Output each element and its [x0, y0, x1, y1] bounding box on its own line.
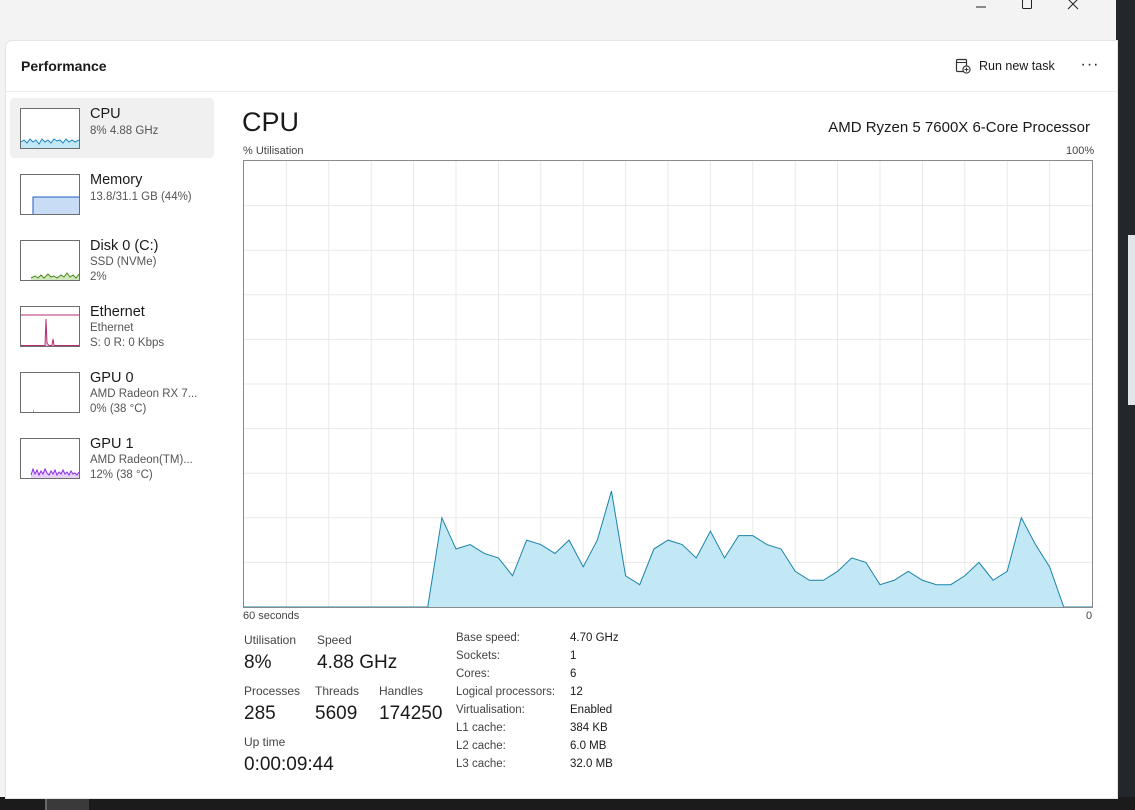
desktop-background: [1116, 0, 1135, 810]
spec-row: Sockets: 1: [456, 650, 619, 668]
sidebar-item-detail-2: 2%: [90, 271, 107, 283]
sidebar-item-detail-2: 12% (38 °C): [90, 469, 153, 481]
spec-value: 12: [570, 686, 583, 698]
spec-key: Base speed:: [456, 632, 520, 644]
y-axis-max-label: 100%: [1066, 145, 1095, 157]
spec-row: L3 cache: 32.0 MB: [456, 758, 619, 776]
cpu-title: CPU: [242, 107, 300, 137]
stat-label: Utilisation: [244, 633, 297, 647]
sidebar-item-detail: Ethernet: [90, 322, 134, 334]
spec-row: L2 cache: 6.0 MB: [456, 740, 619, 758]
run-task-icon: [955, 58, 971, 74]
window-controls: [958, 0, 1096, 14]
run-new-task-button[interactable]: Run new task: [955, 55, 1055, 77]
performance-panel: Performance Run new task ···: [5, 40, 1118, 799]
gpu0-mini-graph: [20, 372, 80, 413]
gpu1-mini-graph: [20, 438, 80, 479]
stat-label: Speed: [317, 633, 352, 647]
x-axis-right-label: 0: [1086, 610, 1093, 622]
cpu-utilisation-area: [244, 491, 1092, 607]
more-options-button[interactable]: ···: [1080, 56, 1100, 73]
close-icon[interactable]: [1050, 0, 1096, 14]
sidebar-item-detail: AMD Radeon RX 7...: [90, 388, 198, 400]
stat-label: Processes: [244, 684, 301, 698]
cpu-utilisation-line: [244, 490, 1092, 607]
ethernet-mini-graph: [20, 306, 80, 347]
sidebar-item-memory[interactable]: Memory 13.8/31.1 GB (44%): [10, 164, 214, 224]
desktop-taskbar-strip: [0, 797, 1135, 810]
stat-label: Handles: [379, 684, 424, 698]
maximize-icon[interactable]: [1004, 0, 1050, 14]
spec-value: 6: [570, 668, 577, 680]
sidebar-item-name: GPU 0: [90, 370, 134, 386]
stat-value: 8%: [244, 652, 272, 673]
page-header: Performance Run new task ···: [6, 41, 1117, 92]
stat-value: 174250: [379, 703, 443, 724]
spec-key: L3 cache:: [456, 758, 506, 770]
spec-row: Base speed: 4.70 GHz: [456, 632, 619, 650]
stat-value: 285: [244, 703, 276, 724]
stat-label: Threads: [315, 684, 360, 698]
sidebar-item-detail: AMD Radeon(TM)...: [90, 454, 193, 466]
x-axis-left-label: 60 seconds: [243, 610, 300, 622]
page-title: Performance: [21, 58, 107, 74]
sidebar-item-gpu-0[interactable]: GPU 0 AMD Radeon RX 7... 0% (38 °C): [10, 362, 214, 422]
sidebar-item-ethernet[interactable]: Ethernet Ethernet S: 0 R: 0 Kbps: [10, 296, 214, 356]
stat-value: 0:00:09:44: [244, 754, 334, 775]
memory-mini-graph: [20, 174, 80, 215]
spec-value: 6.0 MB: [570, 740, 607, 752]
desktop-thumbnail: [45, 797, 89, 810]
spec-key: L2 cache:: [456, 740, 506, 752]
spec-value: 1: [570, 650, 577, 662]
task-manager-window: Performance Run new task ···: [0, 0, 1118, 799]
stat-speed: Speed 4.88 GHz: [317, 633, 397, 674]
stat-value: 4.88 GHz: [317, 652, 398, 673]
sidebar-item-name: Disk 0 (C:): [90, 238, 159, 254]
spec-key: Sockets:: [456, 650, 501, 662]
spec-row: Virtualisation: Enabled: [456, 704, 619, 722]
cpu-mini-graph: [20, 108, 80, 149]
stat-uptime: Up time 0:00:09:44: [244, 735, 334, 776]
spec-value: 32.0 MB: [570, 758, 613, 770]
sidebar-item-detail: 13.8/31.1 GB (44%): [90, 191, 192, 203]
minimize-icon[interactable]: [958, 0, 1004, 14]
y-axis-label: % Utilisation: [243, 145, 304, 157]
spec-key: Cores:: [456, 668, 490, 680]
desktop-edge: [1128, 235, 1135, 405]
stat-label: Up time: [244, 735, 286, 749]
stat-utilisation: Utilisation 8%: [244, 633, 296, 674]
sidebar-item-name: Memory: [90, 172, 143, 188]
stat-threads: Threads 5609: [315, 684, 359, 725]
spec-value: 384 KB: [570, 722, 608, 734]
stat-processes: Processes 285: [244, 684, 300, 725]
spec-key: Virtualisation:: [456, 704, 525, 716]
sidebar-item-detail: 8% 4.88 GHz: [90, 125, 159, 137]
spec-row: Cores: 6: [456, 668, 619, 686]
resource-sidebar: CPU 8% 4.88 GHz Memory 13.8/31.1 GB (44%…: [10, 98, 214, 494]
cpu-chart-svg: [244, 161, 1092, 607]
sidebar-item-detail-2: 0% (38 °C): [90, 403, 147, 415]
disk-mini-graph: [20, 240, 80, 281]
sidebar-item-detail: SSD (NVMe): [90, 256, 157, 268]
stat-value: 5609: [315, 703, 358, 724]
spec-row: L1 cache: 384 KB: [456, 722, 619, 740]
spec-key: Logical processors:: [456, 686, 556, 698]
sidebar-item-disk[interactable]: Disk 0 (C:) SSD (NVMe) 2%: [10, 230, 214, 290]
sidebar-item-detail-2: S: 0 R: 0 Kbps: [90, 337, 165, 349]
cpu-utilisation-chart: [243, 160, 1093, 608]
run-new-task-label: Run new task: [979, 59, 1055, 73]
spec-value: Enabled: [570, 704, 613, 716]
cpu-specs-table: Base speed: 4.70 GHz Sockets: 1 Cores: 6 Lo…: [456, 632, 619, 776]
sidebar-item-name: CPU: [90, 106, 121, 122]
spec-key: L1 cache:: [456, 722, 506, 734]
spec-value: 4.70 GHz: [570, 632, 619, 644]
sidebar-item-name: GPU 1: [90, 436, 134, 452]
stat-handles: Handles 174250: [379, 684, 442, 725]
sidebar-item-cpu[interactable]: CPU 8% 4.88 GHz: [10, 98, 214, 158]
cpu-model-name: AMD Ryzen 5 7600X 6-Core Processor: [828, 119, 1090, 136]
spec-row: Logical processors: 12: [456, 686, 619, 704]
sidebar-item-gpu-1[interactable]: GPU 1 AMD Radeon(TM)... 12% (38 °C): [10, 428, 214, 488]
sidebar-item-name: Ethernet: [90, 304, 145, 320]
